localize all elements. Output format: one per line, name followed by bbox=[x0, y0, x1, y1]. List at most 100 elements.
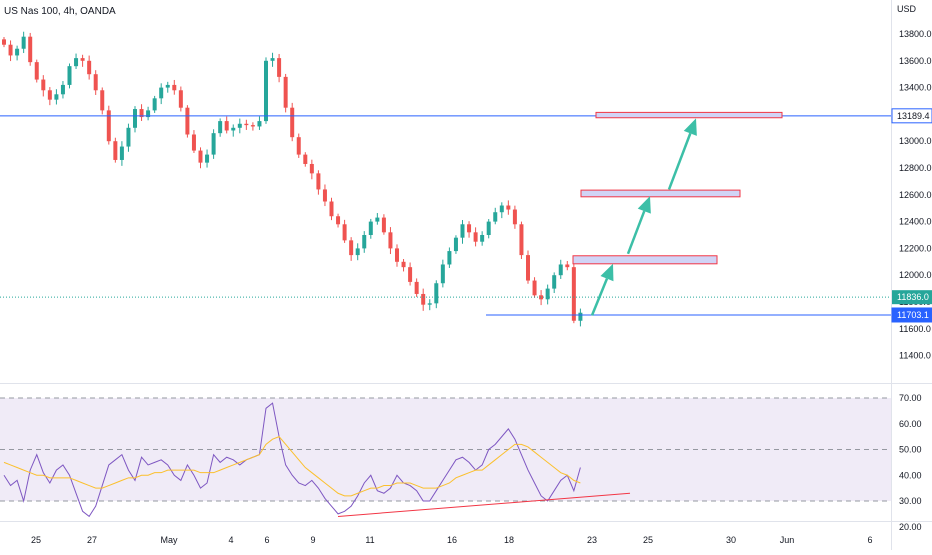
candle-body bbox=[349, 240, 354, 256]
candle-body bbox=[565, 264, 570, 268]
candle-body bbox=[480, 235, 485, 242]
candle-body bbox=[486, 221, 491, 235]
candle-body bbox=[519, 224, 524, 256]
candle-body bbox=[191, 134, 196, 151]
candle-body bbox=[512, 209, 517, 225]
main-pane[interactable] bbox=[0, 31, 891, 327]
rsi-tick-label: 60.00 bbox=[899, 419, 922, 429]
candle-body bbox=[355, 248, 360, 256]
candle-body bbox=[119, 146, 124, 160]
candle-body bbox=[146, 110, 151, 118]
time-tick-label: 6 bbox=[264, 535, 269, 545]
rsi-pane[interactable] bbox=[0, 397, 891, 518]
candle-body bbox=[283, 76, 288, 108]
price-tick-label: 12400.0 bbox=[899, 217, 932, 227]
candle-body bbox=[205, 154, 210, 163]
time-tick-label: 6 bbox=[867, 535, 872, 545]
candle-body bbox=[440, 264, 445, 284]
rsi-tick-label: 40.00 bbox=[899, 470, 922, 480]
candle-body bbox=[172, 84, 177, 91]
candle-body bbox=[15, 48, 20, 56]
candle-body bbox=[414, 281, 419, 294]
price-tick-label: 12200.0 bbox=[899, 243, 932, 253]
candle-body bbox=[342, 224, 347, 241]
candle-body bbox=[41, 79, 46, 91]
candle-body bbox=[93, 74, 98, 91]
candle-body bbox=[185, 107, 190, 135]
candle-body bbox=[578, 312, 583, 321]
candle-body bbox=[224, 121, 229, 131]
candle-body bbox=[113, 141, 118, 160]
currency-label: USD bbox=[897, 4, 917, 14]
candle-body bbox=[388, 232, 393, 249]
target-zone bbox=[580, 189, 741, 198]
candle-body bbox=[87, 60, 92, 75]
candle-body bbox=[322, 189, 327, 202]
time-axis[interactable]: 25 27 May 4 6 9 11 16 18 23 25 30 Jun 6 bbox=[31, 535, 873, 545]
candle-body bbox=[100, 90, 105, 111]
candle-body bbox=[250, 125, 255, 127]
candle-body bbox=[270, 58, 275, 61]
level-label-box bbox=[891, 307, 932, 323]
time-tick-label: 16 bbox=[447, 535, 457, 545]
candle-body bbox=[133, 109, 137, 128]
candle-body bbox=[421, 293, 426, 305]
rsi-tick-label: 50.00 bbox=[899, 445, 922, 455]
candle-body bbox=[558, 264, 563, 276]
candle-body bbox=[473, 232, 478, 242]
price-tick-label: 11600.0 bbox=[899, 324, 931, 334]
rsi-tick-label: 30.00 bbox=[899, 496, 922, 506]
time-tick-label: 4 bbox=[228, 535, 233, 545]
candle-body bbox=[178, 90, 183, 108]
candle-body bbox=[309, 163, 314, 174]
price-tick-label: 12800.0 bbox=[899, 163, 932, 173]
candle-body bbox=[467, 224, 472, 233]
level-label: 13189.4 bbox=[897, 111, 930, 121]
time-tick-label: 30 bbox=[726, 535, 736, 545]
price-tick-label: 11400.0 bbox=[899, 351, 931, 361]
candle-body bbox=[303, 154, 308, 164]
projection-arrow-head bbox=[600, 263, 614, 282]
candle-body bbox=[381, 217, 386, 233]
candle-body bbox=[362, 235, 367, 249]
projection-arrow-head bbox=[637, 196, 651, 214]
candle-body bbox=[80, 58, 85, 61]
candle-body bbox=[460, 224, 465, 238]
candle-body bbox=[67, 66, 72, 85]
candle-body bbox=[434, 283, 439, 304]
projection-arrow-head bbox=[683, 118, 697, 136]
candle-body bbox=[264, 60, 268, 122]
price-tick-label: 12600.0 bbox=[899, 190, 932, 200]
projection-arrow-shaft bbox=[626, 210, 646, 255]
price-tick-label: 13600.0 bbox=[899, 56, 932, 66]
candle-body bbox=[34, 62, 39, 80]
candle-body bbox=[198, 150, 203, 163]
candle-body bbox=[8, 44, 13, 56]
time-tick-label: 23 bbox=[587, 535, 597, 545]
candle-body bbox=[552, 275, 557, 289]
candle-body bbox=[296, 137, 301, 155]
rsi-ma-line bbox=[3, 436, 581, 497]
candle-body bbox=[395, 248, 399, 262]
candle-body bbox=[54, 94, 59, 100]
candle-body bbox=[231, 127, 236, 131]
candle-body bbox=[545, 288, 550, 300]
candle-body bbox=[506, 205, 511, 210]
candle-body bbox=[368, 221, 373, 235]
price-tick-label: 13400.0 bbox=[899, 83, 932, 93]
candle-body bbox=[60, 84, 65, 95]
candle-body bbox=[237, 123, 242, 128]
candle-body bbox=[28, 36, 33, 63]
rsi-tick-label: 20.00 bbox=[899, 522, 922, 532]
time-tick-label: 11 bbox=[365, 535, 374, 545]
candle-body bbox=[159, 87, 164, 99]
candle-body bbox=[526, 255, 530, 281]
candle-body bbox=[126, 127, 131, 147]
price-axis[interactable]: 13800.013600.013400.013200.013000.012800… bbox=[891, 29, 932, 532]
price-tick-label: 13800.0 bbox=[899, 29, 932, 39]
price-tick-label: 12000.0 bbox=[899, 270, 932, 280]
last-price-label: 11836.0 bbox=[897, 292, 929, 302]
candle-body bbox=[447, 251, 452, 265]
candle-body bbox=[139, 109, 144, 118]
